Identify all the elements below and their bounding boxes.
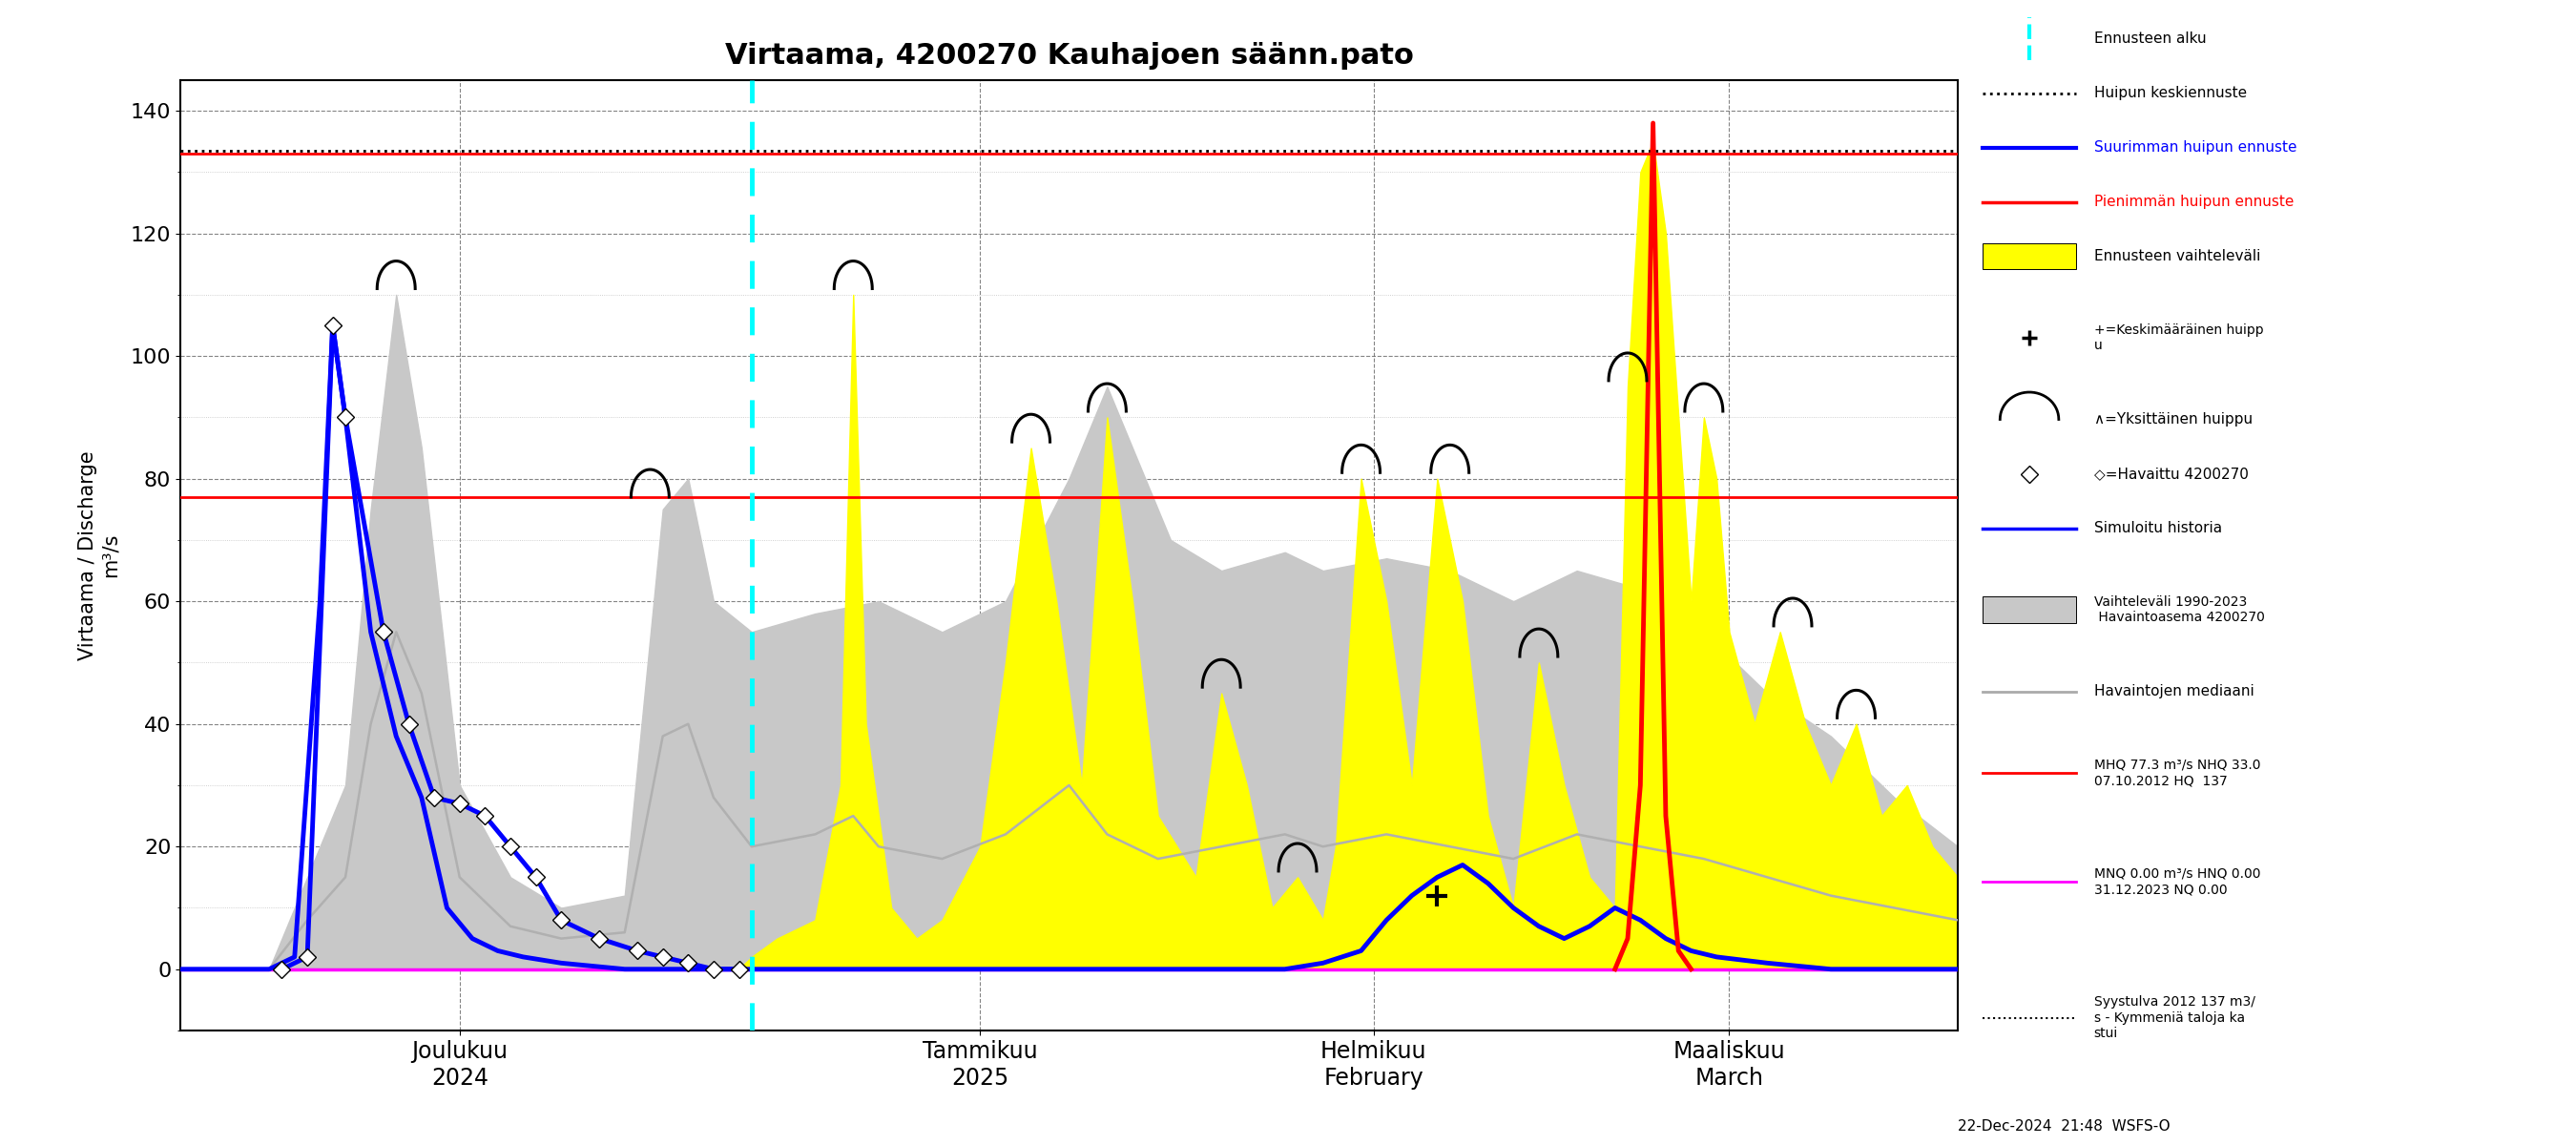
Bar: [1984, 597, 2076, 623]
Text: Syystulva 2012 137 m3/
s - Kymmeniä taloja ka
stui: Syystulva 2012 137 m3/ s - Kymmeniä talo…: [2094, 995, 2254, 1040]
Text: Ennusteen alku: Ennusteen alku: [2094, 31, 2205, 46]
Text: Havaintojen mediaani: Havaintojen mediaani: [2094, 685, 2254, 698]
Text: MNQ 0.00 m³/s HNQ 0.00
31.12.2023 NQ 0.00: MNQ 0.00 m³/s HNQ 0.00 31.12.2023 NQ 0.0…: [2094, 867, 2262, 897]
Text: Huipun keskiennuste: Huipun keskiennuste: [2094, 86, 2246, 100]
Text: 22-Dec-2024  21:48  WSFS-O: 22-Dec-2024 21:48 WSFS-O: [1958, 1120, 2169, 1134]
Bar: [1984, 243, 2076, 269]
Text: ◇=Havaittu 4200270: ◇=Havaittu 4200270: [2094, 467, 2249, 481]
Text: ∧=Yksittäinen huippu: ∧=Yksittäinen huippu: [2094, 412, 2251, 427]
Text: Simuloitu historia: Simuloitu historia: [2094, 521, 2223, 536]
Title: Virtaama, 4200270 Kauhajoen säänn.pato: Virtaama, 4200270 Kauhajoen säänn.pato: [724, 42, 1414, 70]
Text: Pienimmän huipun ennuste: Pienimmän huipun ennuste: [2094, 195, 2293, 210]
Text: +=Keskimääräinen huipp
u: +=Keskimääräinen huipp u: [2094, 323, 2264, 353]
Text: Suurimman huipun ennuste: Suurimman huipun ennuste: [2094, 140, 2298, 155]
Text: Ennusteen vaihteleväli: Ennusteen vaihteleväli: [2094, 250, 2259, 263]
Y-axis label: Virtaama / Discharge
m³/s: Virtaama / Discharge m³/s: [77, 450, 118, 661]
Text: MHQ 77.3 m³/s NHQ 33.0
07.10.2012 HQ  137: MHQ 77.3 m³/s NHQ 33.0 07.10.2012 HQ 137: [2094, 758, 2262, 788]
Text: Vaihteleväli 1990-2023
 Havaintoasema 4200270: Vaihteleväli 1990-2023 Havaintoasema 420…: [2094, 595, 2264, 624]
